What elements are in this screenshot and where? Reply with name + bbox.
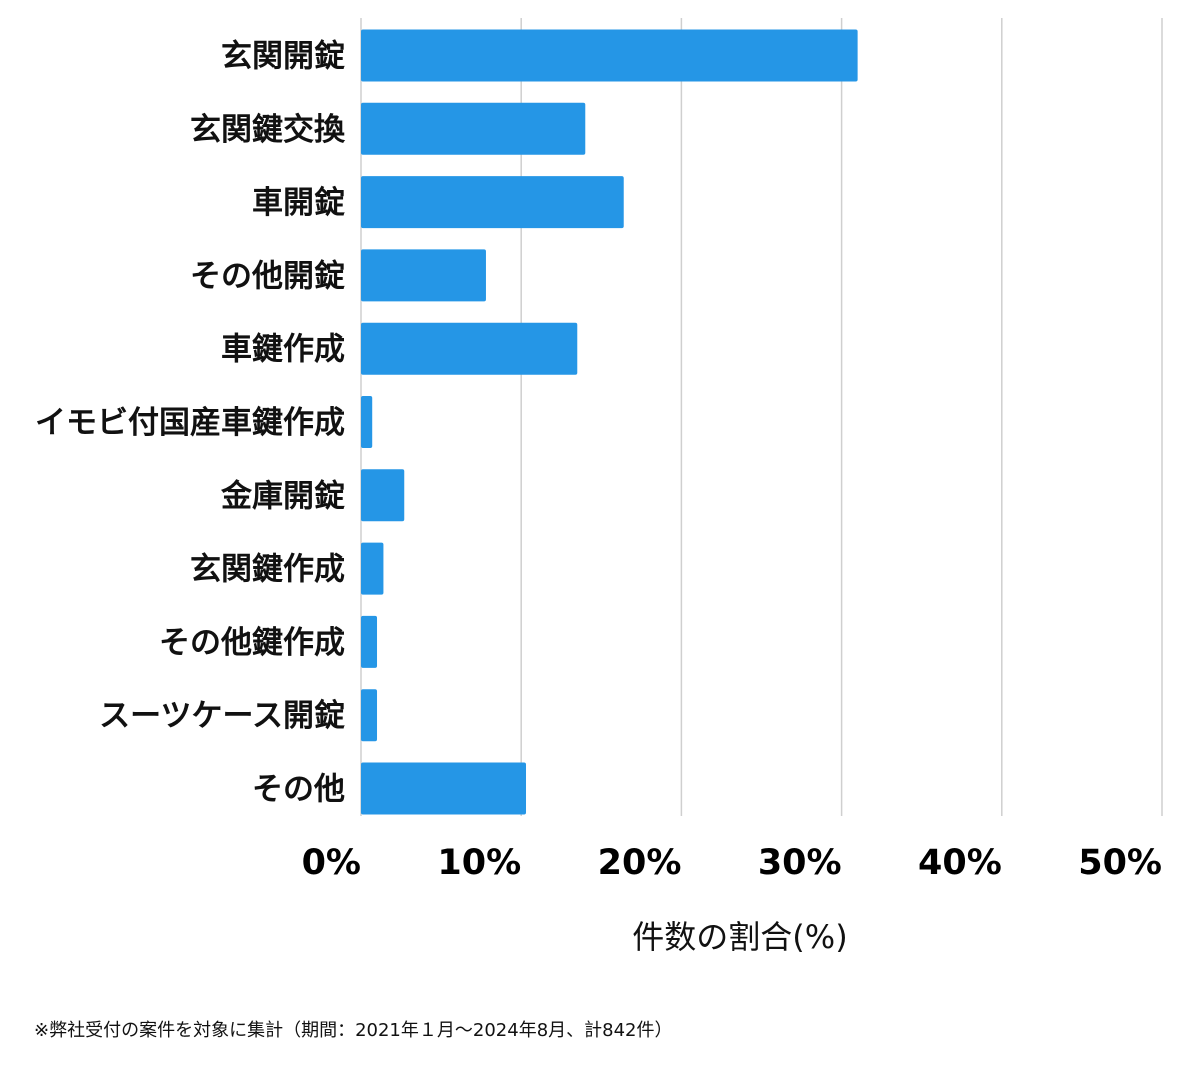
category-label: 玄関鍵交換 (190, 112, 346, 148)
x-axis-title: 件数の割合(%) (632, 918, 848, 956)
bar-chart: 玄関開錠玄関鍵交換車開錠その他開錠車鍵作成イモビ付国産車鍵作成金庫開錠玄関鍵作成… (35, 18, 1163, 883)
bars (361, 29, 858, 815)
category-label: 金庫開錠 (220, 478, 345, 514)
x-tick-label: 50% (1078, 843, 1162, 883)
footnote: ※弊社受付の案件を対象に集計（期間：2021年１月〜2024年8月、計842件） (34, 1020, 673, 1041)
category-labels: 玄関開錠玄関鍵交換車開錠その他開錠車鍵作成イモビ付国産車鍵作成金庫開錠玄関鍵作成… (35, 39, 346, 808)
x-tick-label: 20% (598, 843, 682, 883)
x-tick-label: 0% (302, 843, 361, 883)
bar (361, 102, 586, 155)
x-tick-labels: 0% 10% 20% 30% 40% 50% (302, 843, 1162, 883)
bar (361, 29, 858, 82)
x-tick-label: 30% (758, 843, 842, 883)
category-label: 玄関開錠 (221, 39, 345, 75)
category-label: その他 (252, 772, 345, 808)
bar (361, 615, 378, 668)
bar (361, 176, 624, 229)
category-label: 車鍵作成 (221, 332, 345, 368)
category-label: 車開錠 (252, 185, 345, 221)
bar (361, 762, 527, 815)
bar (361, 396, 373, 448)
bar (361, 469, 405, 522)
category-label: その他開錠 (190, 258, 345, 294)
bar (361, 249, 486, 302)
category-label: イモビ付国産車鍵作成 (35, 405, 345, 441)
x-tick-label: 10% (437, 843, 521, 883)
category-label: その他鍵作成 (159, 625, 345, 661)
x-tick-label: 40% (918, 843, 1002, 883)
category-label: スーツケース開錠 (99, 698, 345, 734)
bar (361, 322, 578, 375)
category-label: 玄関鍵作成 (190, 552, 345, 588)
bar (361, 542, 384, 595)
bar (361, 689, 378, 742)
